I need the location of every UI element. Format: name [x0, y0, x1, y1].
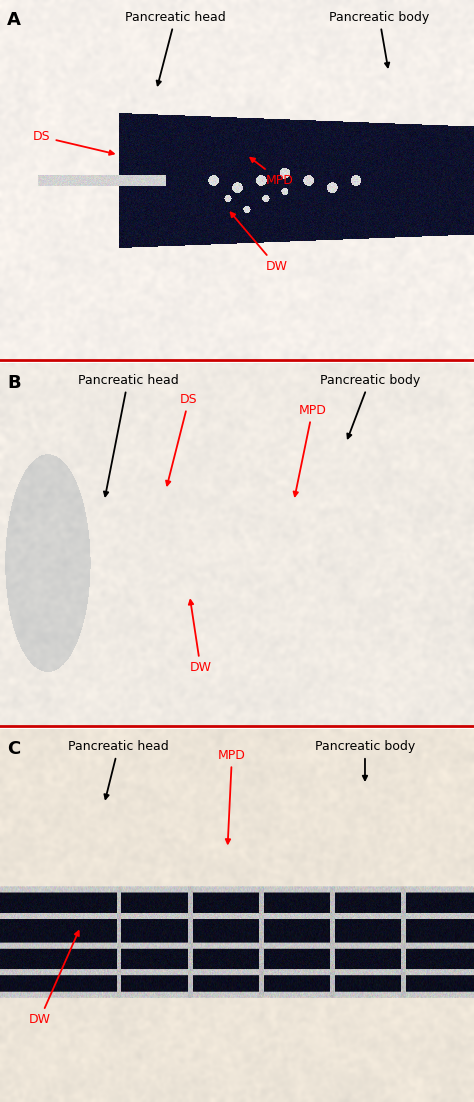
Text: B: B [7, 374, 21, 392]
Text: Pancreatic head: Pancreatic head [78, 374, 178, 496]
Text: MPD: MPD [293, 403, 327, 496]
Text: DS: DS [166, 392, 198, 485]
Text: A: A [7, 11, 21, 29]
Text: DW: DW [28, 931, 79, 1026]
Text: Pancreatic head: Pancreatic head [125, 11, 226, 85]
Text: Pancreatic body: Pancreatic body [315, 741, 415, 780]
Text: DW: DW [231, 213, 287, 273]
Text: DS: DS [33, 130, 114, 155]
Text: Pancreatic body: Pancreatic body [319, 374, 420, 439]
Text: Pancreatic body: Pancreatic body [329, 11, 429, 67]
Text: C: C [7, 741, 20, 758]
Text: MPD: MPD [218, 748, 246, 843]
Text: Pancreatic head: Pancreatic head [68, 741, 169, 799]
Text: DW: DW [189, 601, 211, 674]
Text: MPD: MPD [250, 158, 293, 186]
